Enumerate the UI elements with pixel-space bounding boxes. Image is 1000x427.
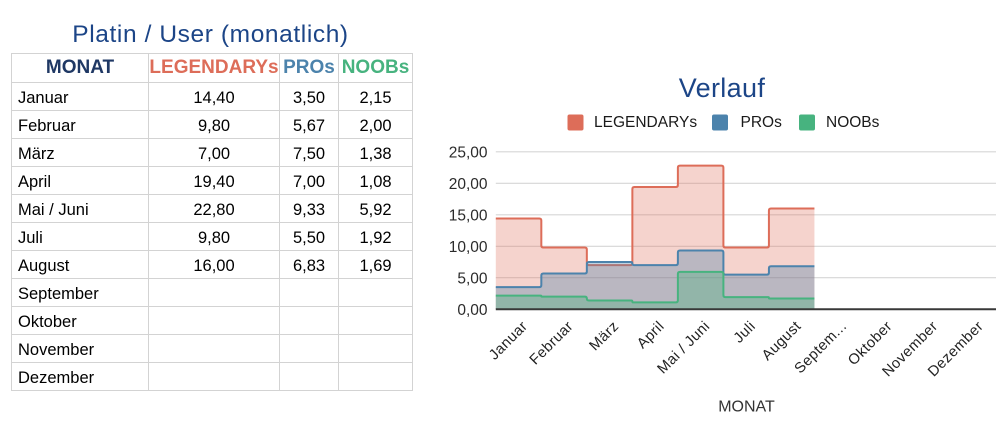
svg-text:0,00: 0,00 [457,302,488,319]
svg-text:Februar: Februar [527,319,577,369]
svg-text:NOOBs: NOOBs [826,114,880,131]
svg-text:10,00: 10,00 [449,239,488,256]
svg-text:15,00: 15,00 [449,208,488,225]
svg-text:LEGENDARYs: LEGENDARYs [594,114,697,131]
svg-text:August: August [759,319,804,364]
svg-text:Januar: Januar [486,319,531,364]
svg-text:März: März [587,319,623,355]
svg-text:Verlauf: Verlauf [679,73,766,103]
svg-text:PROs: PROs [741,114,783,131]
svg-text:Juli: Juli [731,319,759,347]
svg-text:MONAT: MONAT [718,399,775,416]
svg-text:5,00: 5,00 [457,270,488,287]
svg-text:April: April [634,319,668,353]
svg-text:20,00: 20,00 [449,176,488,193]
svg-text:25,00: 25,00 [449,145,488,162]
